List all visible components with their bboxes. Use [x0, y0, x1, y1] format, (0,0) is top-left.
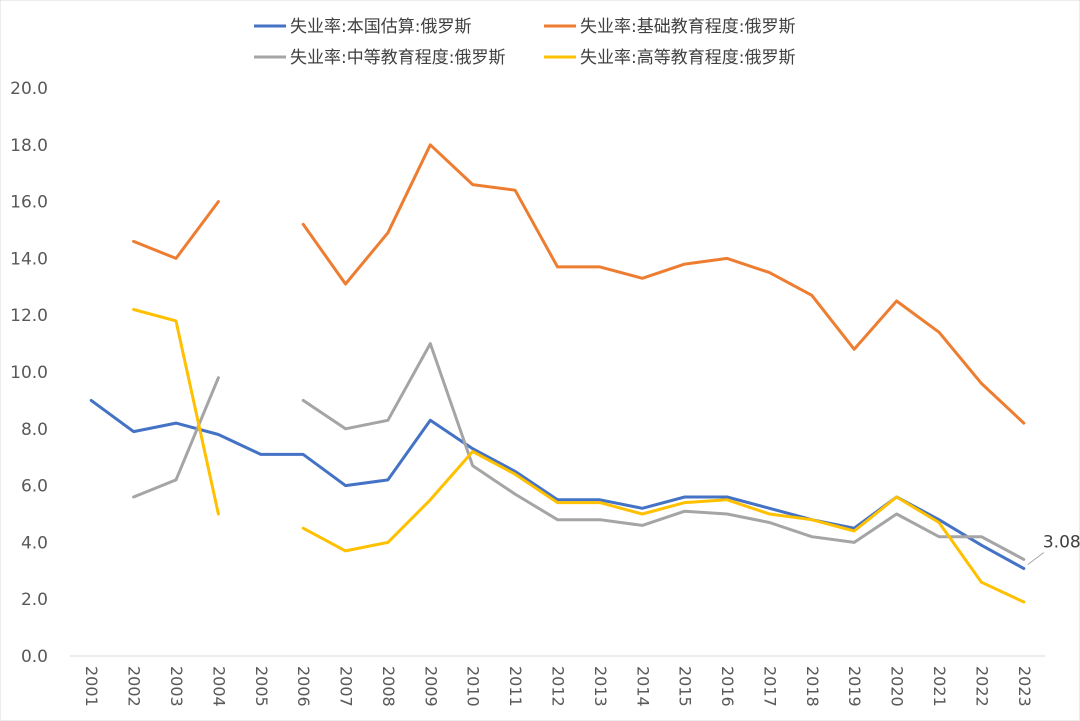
series-line-4: [132, 308, 1026, 604]
y-tick-label: 12.0: [10, 306, 48, 326]
x-tick-label: 2020: [888, 666, 907, 707]
x-tick-label: 2001: [82, 666, 101, 707]
data-label-leader: [1027, 552, 1045, 565]
x-tick-label: 2014: [633, 666, 652, 707]
legend-label: 失业率:高等教育程度:俄罗斯: [580, 48, 795, 68]
x-tick-label: 2015: [676, 666, 695, 707]
x-tick-label: 2007: [337, 666, 356, 707]
y-axis: 0.0 2.0 4.0 6.0 8.0 10.0 12.0 14.0 16.0 18.0 20.0: [10, 79, 48, 667]
x-tick-label: 2010: [464, 666, 483, 707]
x-tick-label: 2021: [930, 666, 949, 707]
legend-label: 失业率:中等教育程度:俄罗斯: [290, 48, 505, 68]
x-tick-label: 2023: [1015, 666, 1034, 707]
y-tick-label: 18.0: [10, 136, 48, 156]
y-tick-label: 2.0: [21, 590, 48, 610]
x-tick-label: 2016: [718, 666, 737, 707]
x-tick-label: 2002: [125, 666, 144, 707]
x-tick-label: 2005: [252, 666, 271, 707]
y-tick-label: 8.0: [21, 420, 48, 440]
legend: 失业率:本国估算:俄罗斯 失业率:基础教育程度:俄罗斯失业率:中等教育程度:俄罗斯…: [254, 17, 795, 68]
x-tick-label: 2012: [549, 666, 568, 707]
x-tick-label: 2013: [591, 666, 610, 707]
y-tick-label: 4.0: [21, 533, 48, 553]
y-tick-label: 14.0: [10, 249, 48, 269]
x-tick-label: 2018: [803, 666, 822, 707]
x-tick-label: 2006: [294, 666, 313, 707]
series-line-2: [132, 143, 1026, 425]
x-axis: 2001 2002 2003 2004 2005 2006 2007 2008 2009 2010…: [82, 666, 1034, 707]
y-tick-label: 20.0: [10, 79, 48, 99]
x-tick-label: 2019: [845, 666, 864, 707]
y-tick-label: 16.0: [10, 193, 48, 213]
x-tick-label: 2022: [972, 666, 991, 707]
y-tick-label: 0.0: [21, 647, 48, 667]
x-tick-label: 2004: [209, 666, 228, 707]
x-tick-label: 2008: [379, 666, 398, 707]
x-tick-label: 2017: [760, 666, 779, 707]
series-line-3: [132, 342, 1026, 561]
series-group: [89, 143, 1026, 604]
annotations: 3.08: [1027, 533, 1080, 565]
x-tick-label: 2011: [506, 666, 525, 707]
y-tick-label: 6.0: [21, 477, 48, 497]
data-label: 3.08: [1043, 533, 1080, 553]
legend-label: 失业率:本国估算:俄罗斯: [290, 17, 471, 37]
y-tick-label: 10.0: [10, 363, 48, 383]
legend-label: 失业率:基础教育程度:俄罗斯: [580, 17, 795, 37]
x-tick-label: 2009: [421, 666, 440, 707]
x-tick-label: 2003: [167, 666, 186, 707]
